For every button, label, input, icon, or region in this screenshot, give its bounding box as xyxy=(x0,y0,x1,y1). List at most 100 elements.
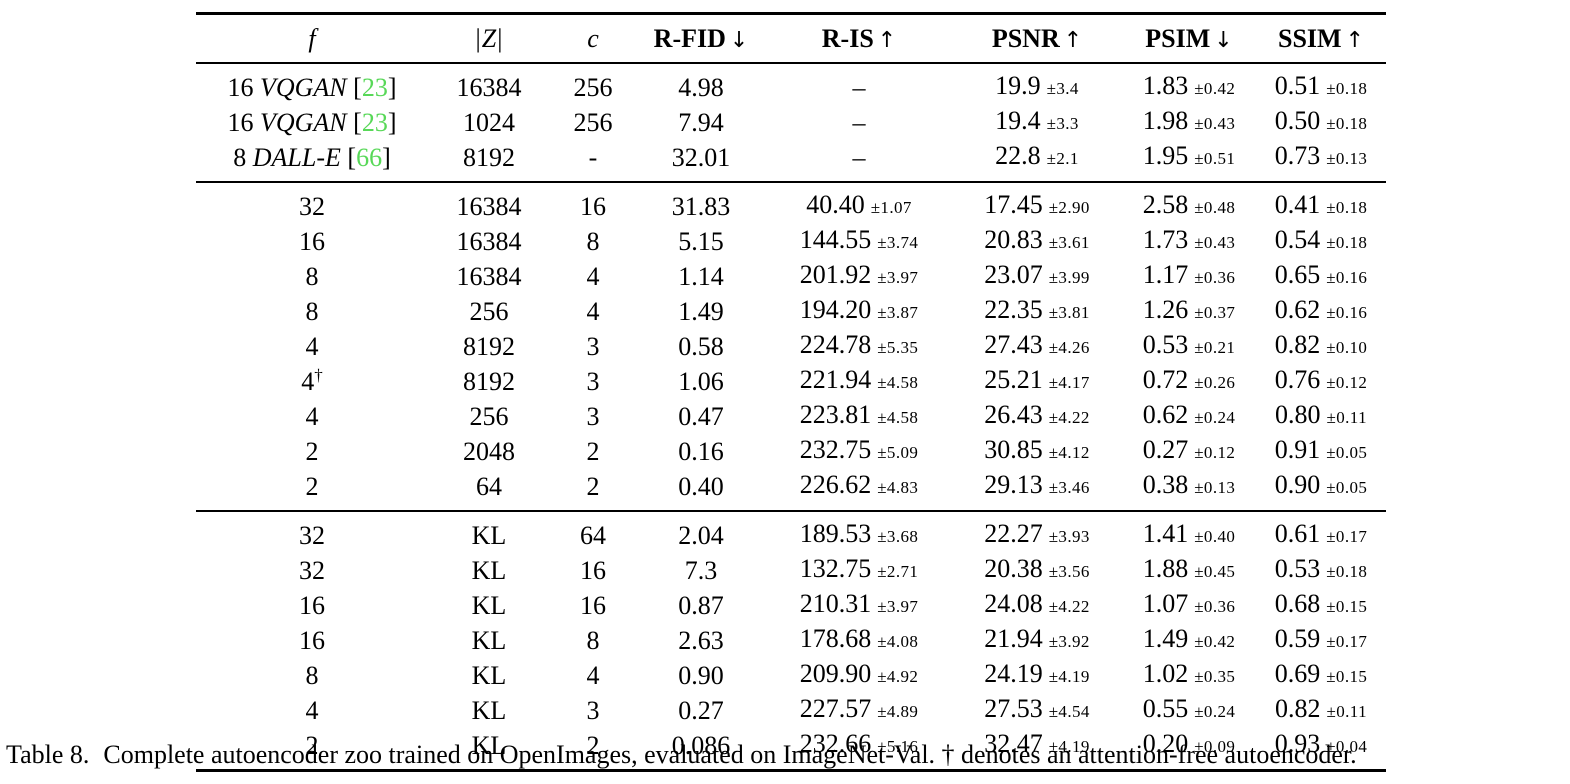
cell-psnr-stddev: ±2.90 xyxy=(1048,198,1090,217)
table-caption: Table 8. Complete autoencoder zoo trained… xyxy=(6,740,1570,770)
table-row: 16 16384 8 5.15 144.55 ±3.74 20.83 ±3.61 1.73 ±0.… xyxy=(196,224,1386,259)
cell-ris: 224.78 ±5.35 xyxy=(799,330,919,359)
column-header-psnr: PSNR ↑ xyxy=(952,13,1122,64)
column-header-ssim: SSIM ↑ xyxy=(1256,13,1386,64)
cell-f: 32 xyxy=(299,520,325,550)
cell-psim: 1.07 ±0.36 xyxy=(1142,589,1236,618)
table-row: 32 16384 16 31.83 40.40 ±1.07 17.45 ±2.90 2.58 ±0… xyxy=(196,182,1386,224)
cell-psnr: 29.13 ±3.46 xyxy=(984,470,1090,499)
cell-psim: 1.83 ±0.42 xyxy=(1142,71,1236,100)
table-row: 32 KL 16 7.3 132.75 ±2.71 20.38 ±3.56 1.88 ±0.45 0… xyxy=(196,553,1386,588)
cell-ssim-stddev: ±0.13 xyxy=(1326,149,1368,168)
cell-z: 16384 xyxy=(456,191,522,221)
cell-psim: 0.27 ±0.12 xyxy=(1142,435,1236,464)
cell-ssim-stddev: ±0.04 xyxy=(1326,737,1368,756)
cell-psim-stddev: ±0.21 xyxy=(1194,338,1236,357)
cell-ssim-stddev: ±0.15 xyxy=(1326,597,1368,616)
cell-ris-stddev: ±4.83 xyxy=(877,478,919,497)
cell-psim: 0.53 ±0.21 xyxy=(1142,330,1236,359)
cell-ssim: 0.69 ±0.15 xyxy=(1274,659,1368,688)
table-row: 2 2048 2 0.16 232.75 ±5.09 30.85 ±4.12 0.27 ±0.12… xyxy=(196,434,1386,469)
cell-psnr-stddev: ±2.1 xyxy=(1046,149,1079,168)
table-row: 16 VQGAN [23] 16384 256 4.98 – 19.9 ±3.4 1.83 ±0… xyxy=(196,63,1386,105)
cell-psim: 1.17 ±0.36 xyxy=(1142,260,1236,289)
up-arrow-icon: ↑ xyxy=(877,28,897,53)
table-row: 2 64 2 0.40 226.62 ±4.83 29.13 ±3.46 0.38 ±0.13 0.… xyxy=(196,469,1386,511)
citation-link[interactable]: 23 xyxy=(361,72,388,102)
cell-f: 8 xyxy=(305,296,319,326)
cell-f: 32 xyxy=(299,191,325,221)
cell-ssim-stddev: ±0.18 xyxy=(1326,233,1368,252)
column-header-r-fid: R-FID ↓ xyxy=(636,13,766,64)
cell-psim-stddev: ±0.36 xyxy=(1194,597,1236,616)
cell-ris-stddev: ±4.58 xyxy=(877,408,919,427)
cell-psnr-stddev: ±3.93 xyxy=(1048,527,1090,546)
citation-link[interactable]: 66 xyxy=(356,142,383,172)
cell-psnr: 27.53 ±4.54 xyxy=(984,694,1090,723)
cell-psim-stddev: ±0.09 xyxy=(1194,737,1236,756)
cell-ssim: 0.41 ±0.18 xyxy=(1274,190,1368,219)
cell-rfid: 0.90 xyxy=(678,660,724,690)
cell-ssim: 0.80 ±0.11 xyxy=(1275,400,1367,429)
table-row: 4† 8192 3 1.06 221.94 ±4.58 25.21 ±4.17 0.72 ±0.2… xyxy=(196,364,1386,399)
cell-psnr-stddev: ±3.56 xyxy=(1048,562,1090,581)
model-name: VQGAN xyxy=(259,72,347,102)
cell-rfid: 0.58 xyxy=(678,331,724,361)
cell-c: 256 xyxy=(573,107,613,137)
cell-ssim: 0.65 ±0.16 xyxy=(1274,260,1368,289)
autoencoder-results-table: f |Z| c R-FID ↓ R-IS ↑ PSNR ↑ PSIM ↓ SSIM ↑ 16 VQGAN… xyxy=(196,12,1386,772)
cell-ris: 194.20 ±3.87 xyxy=(799,295,919,324)
cell-ssim-stddev: ±0.15 xyxy=(1326,667,1368,686)
cell-rfid: 2.04 xyxy=(678,520,724,550)
cell-ris: 132.75 ±2.71 xyxy=(799,554,919,583)
cell-ris: 232.75 ±5.09 xyxy=(799,435,919,464)
cell-psnr: 21.94 ±3.92 xyxy=(984,624,1090,653)
cell-ris: 209.90 ±4.92 xyxy=(799,659,919,688)
up-arrow-icon: ↑ xyxy=(1063,28,1083,53)
cell-psnr-stddev: ±3.46 xyxy=(1048,478,1090,497)
cell-psnr: 22.35 ±3.81 xyxy=(984,295,1090,324)
cell-rfid: 0.87 xyxy=(678,590,724,620)
cell-ris-stddev: ±4.89 xyxy=(877,702,919,721)
cell-rfid: 1.14 xyxy=(678,261,724,291)
cell-psnr-stddev: ±4.22 xyxy=(1048,408,1090,427)
model-name: DALL-E xyxy=(252,142,341,172)
cell-ris-stddev: ±4.58 xyxy=(877,373,919,392)
header-row: f |Z| c R-FID ↓ R-IS ↑ PSNR ↑ PSIM ↓ SSIM ↑ xyxy=(196,13,1386,64)
cell-rfid: 32.01 xyxy=(671,142,731,172)
cell-psim-stddev: ±0.35 xyxy=(1194,667,1236,686)
cell-psim: 1.02 ±0.35 xyxy=(1142,659,1236,688)
cell-z: 64 xyxy=(476,471,502,501)
cell-z: 16384 xyxy=(456,72,522,102)
cell-ris-stddev: ±4.08 xyxy=(877,632,919,651)
table-row: 8 DALL-E [66] 8192 - 32.01 – 22.8 ±2.1 1.95 ±0.5… xyxy=(196,140,1386,182)
cell-ssim-stddev: ±0.18 xyxy=(1326,562,1368,581)
cell-psim: 2.58 ±0.48 xyxy=(1142,190,1236,219)
cell-ris-stddev: ±4.92 xyxy=(877,667,919,686)
citation-link[interactable]: 23 xyxy=(361,107,388,137)
cell-psnr-stddev: ±4.17 xyxy=(1048,373,1090,392)
cell-ssim: 0.61 ±0.17 xyxy=(1274,519,1368,548)
cell-psim-stddev: ±0.24 xyxy=(1194,408,1236,427)
down-arrow-icon: ↓ xyxy=(1214,28,1233,53)
cell-psim-stddev: ±0.43 xyxy=(1194,114,1236,133)
cell-ris-stddev: ±3.74 xyxy=(877,233,919,252)
cell-ssim: 0.93 ±0.04 xyxy=(1274,729,1368,758)
cell-f: 16 xyxy=(299,590,325,620)
cell-rfid: 1.49 xyxy=(678,296,724,326)
cell-psnr-stddev: ±3.61 xyxy=(1048,233,1090,252)
cell-ssim-stddev: ±0.18 xyxy=(1326,79,1368,98)
cell-psnr: 19.4 ±3.3 xyxy=(995,106,1079,135)
cell-c: 16 xyxy=(580,191,606,221)
cell-psim: 0.72 ±0.26 xyxy=(1142,365,1236,394)
cell-psim-stddev: ±0.40 xyxy=(1194,527,1236,546)
cell-psim-stddev: ±0.45 xyxy=(1194,562,1236,581)
cell-z: 8192 xyxy=(463,366,515,396)
cell-z: 8192 xyxy=(463,331,515,361)
cell-f: 4 xyxy=(305,331,319,361)
cell-f: 4† xyxy=(301,364,323,396)
cell-f: 2 xyxy=(305,471,319,501)
cell-ssim: 0.82 ±0.10 xyxy=(1274,330,1368,359)
cell-ssim: 0.90 ±0.05 xyxy=(1274,470,1368,499)
cell-ris-stddev: ±3.68 xyxy=(877,527,919,546)
